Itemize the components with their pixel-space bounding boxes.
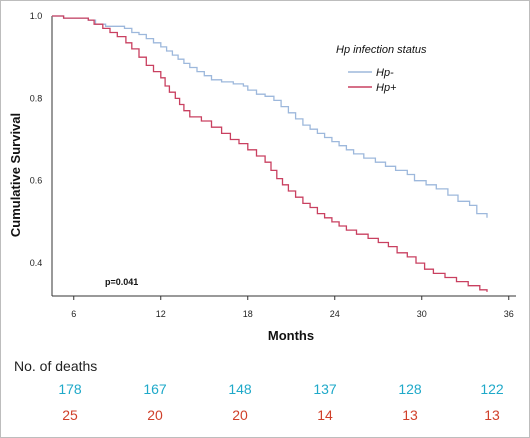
p-value-annotation: p=0.041 xyxy=(105,277,138,287)
x-tick-label: 30 xyxy=(417,309,427,319)
deaths-count: 128 xyxy=(398,381,422,397)
y-tick-label: 0.4 xyxy=(30,258,43,268)
deaths-count: 148 xyxy=(228,381,252,397)
deaths-count: 25 xyxy=(62,407,78,423)
y-axis-ticks: 0.4 0.6 0.8 1.0 xyxy=(30,11,43,268)
deaths-row-hp-positive: 25 20 20 14 13 13 xyxy=(0,407,530,427)
deaths-count: 167 xyxy=(143,381,167,397)
y-axis-label: Cumulative Survival xyxy=(8,113,23,237)
legend-title: Hp infection status xyxy=(336,44,427,56)
survival-curve-hp-positive xyxy=(52,15,488,292)
deaths-count: 13 xyxy=(484,407,500,423)
legend-label-hp-positive: Hp+ xyxy=(376,82,397,94)
deaths-count: 137 xyxy=(313,381,337,397)
x-axis-label: Months xyxy=(268,328,314,343)
plot-area xyxy=(52,16,516,296)
deaths-table-heading: No. of deaths xyxy=(14,358,98,374)
survival-chart: 0.4 0.6 0.8 1.0 6 12 18 24 30 36 Cumulative Surv… xyxy=(8,11,516,343)
x-tick-label: 18 xyxy=(243,309,253,319)
legend: Hp infection status Hp- Hp+ xyxy=(336,44,427,94)
x-axis-ticks: 6 12 18 24 30 36 xyxy=(71,296,514,319)
x-tick-label: 24 xyxy=(330,309,340,319)
x-tick-label: 36 xyxy=(504,309,514,319)
y-tick-label: 1.0 xyxy=(30,11,43,21)
survival-curve-hp-negative xyxy=(52,15,488,218)
y-tick-label: 0.6 xyxy=(30,176,43,186)
survival-curves xyxy=(52,15,488,292)
deaths-count: 122 xyxy=(480,381,504,397)
deaths-row-hp-negative: 178 167 148 137 128 122 xyxy=(0,381,530,401)
deaths-count: 14 xyxy=(317,407,333,423)
deaths-count: 13 xyxy=(402,407,418,423)
deaths-count: 20 xyxy=(147,407,163,423)
x-tick-label: 12 xyxy=(156,309,166,319)
x-tick-label: 6 xyxy=(71,309,76,319)
deaths-count: 20 xyxy=(232,407,248,423)
y-tick-label: 0.8 xyxy=(30,93,43,103)
legend-label-hp-negative: Hp- xyxy=(376,67,394,79)
deaths-count: 178 xyxy=(58,381,82,397)
